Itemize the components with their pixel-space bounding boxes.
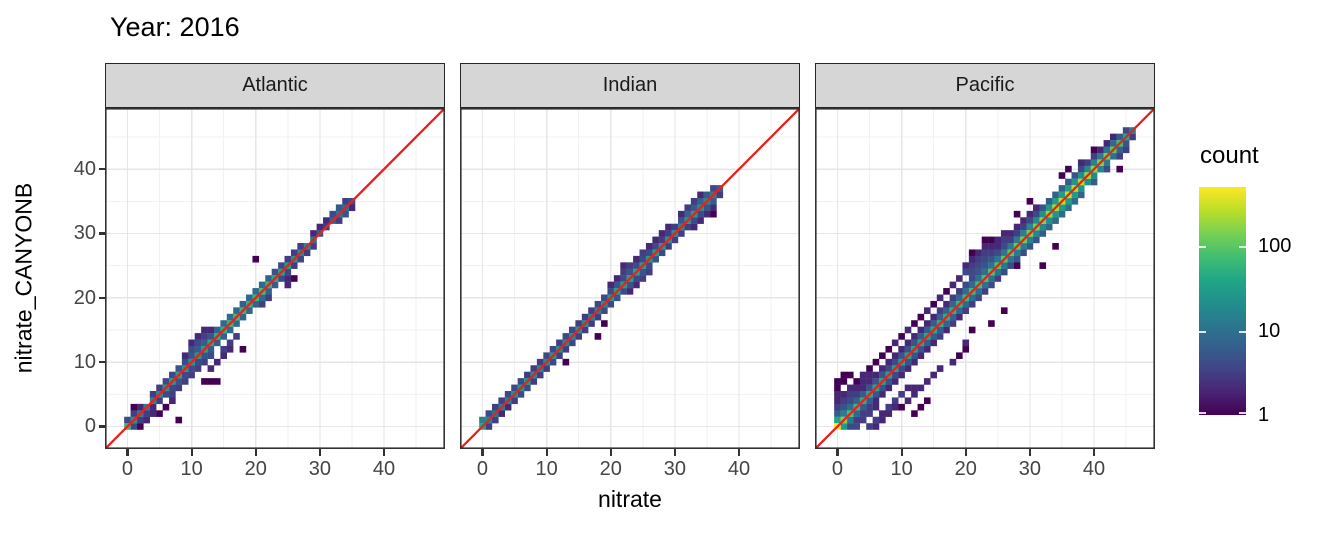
x-tick-mark xyxy=(126,449,129,456)
x-tick-mark xyxy=(382,449,386,456)
y-tick-mark xyxy=(99,296,106,299)
x-tick-label: 10 xyxy=(890,458,913,480)
x-tick-label: 0 xyxy=(476,458,488,480)
x-tick-mark xyxy=(1092,449,1096,456)
x-tick-mark xyxy=(481,449,484,456)
x-tick-mark xyxy=(545,449,548,456)
x-tick-mark xyxy=(737,449,741,456)
facet-strip-label: Pacific xyxy=(955,74,1015,96)
legend-tick-label: 1 xyxy=(1258,404,1270,426)
panel-indian xyxy=(460,108,800,449)
x-tick-mark xyxy=(318,449,321,456)
y-tick-mark xyxy=(99,361,106,364)
legend-tick-label: 10 xyxy=(1258,319,1281,342)
x-axis-title: nitrate xyxy=(598,486,662,512)
legend-tick-dash xyxy=(1199,246,1206,249)
panel-atlantic xyxy=(105,108,445,449)
x-tick-label: 10 xyxy=(180,458,203,480)
x-tick-label: 30 xyxy=(663,458,687,480)
identity-line xyxy=(105,108,445,449)
x-tick-mark xyxy=(900,449,903,456)
x-tick-label: 0 xyxy=(121,458,133,480)
bins-layer xyxy=(479,185,724,430)
facet-strip-atlantic: Atlantic xyxy=(105,63,445,108)
identity-line xyxy=(460,108,800,449)
grid-minor xyxy=(815,108,1155,449)
facet-strip-label: Indian xyxy=(602,74,658,96)
bins-layer xyxy=(834,127,1136,430)
facet-strip-pacific: Pacific xyxy=(815,63,1155,108)
legend-tick-dash xyxy=(1239,412,1246,414)
y-tick-mark xyxy=(99,168,106,171)
y-tick-label: 0 xyxy=(84,415,96,438)
y-tick-mark xyxy=(99,232,106,235)
y-tick-label: 40 xyxy=(73,158,96,181)
grid-major xyxy=(460,108,800,449)
plot-title: Year: 2016 xyxy=(110,12,240,42)
x-tick-mark xyxy=(673,449,676,456)
legend-colorbar xyxy=(1199,187,1246,415)
y-tick-label: 10 xyxy=(73,351,96,374)
x-tick-mark xyxy=(609,449,612,456)
facet-strip-indian: Indian xyxy=(460,63,800,108)
y-tick-label: 30 xyxy=(73,222,96,245)
y-tick-mark xyxy=(99,425,106,428)
x-tick-mark xyxy=(254,449,257,456)
x-tick-mark xyxy=(836,449,839,456)
x-tick-label: 40 xyxy=(1082,458,1106,480)
x-tick-mark xyxy=(1028,449,1031,456)
x-tick-mark xyxy=(190,449,193,456)
legend-tick-dash xyxy=(1239,330,1246,333)
legend-title: count xyxy=(1200,142,1259,169)
x-tick-label: 30 xyxy=(308,458,332,480)
x-tick-label: 0 xyxy=(831,458,843,480)
panel-pacific xyxy=(815,108,1155,449)
x-tick-label: 10 xyxy=(535,458,558,480)
x-tick-label: 40 xyxy=(727,458,751,480)
y-tick-label: 20 xyxy=(73,286,96,309)
legend-tick-dash xyxy=(1239,246,1246,249)
grid-major xyxy=(105,108,445,449)
facet-strip-label: Atlantic xyxy=(242,74,308,96)
x-tick-label: 20 xyxy=(599,458,622,480)
identity-line xyxy=(815,108,1155,449)
y-axis-title: nitrate_CANYONB xyxy=(10,182,37,374)
legend-tick-label: 100 xyxy=(1258,235,1292,258)
x-tick-label: 20 xyxy=(244,458,267,480)
legend-tick-dash xyxy=(1199,412,1206,414)
x-tick-label: 20 xyxy=(954,458,977,480)
x-tick-label: 30 xyxy=(1018,458,1042,480)
legend-tick-dash xyxy=(1199,330,1206,333)
x-tick-mark xyxy=(964,449,967,456)
x-tick-label: 40 xyxy=(372,458,396,480)
